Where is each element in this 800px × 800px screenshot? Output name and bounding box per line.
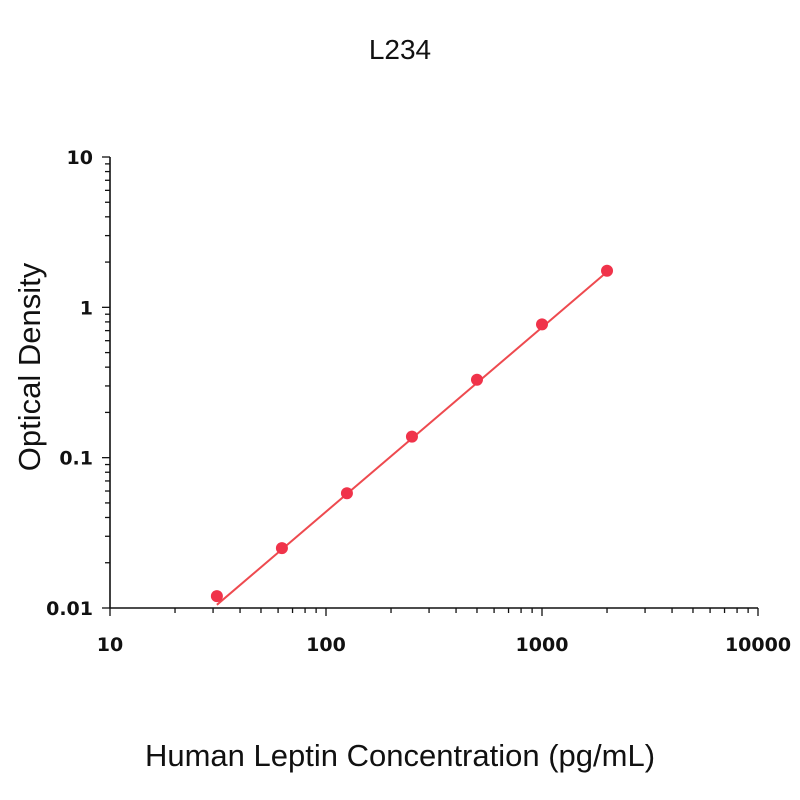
y-tick-label: 0.01	[46, 598, 93, 620]
x-tick-label: 10	[97, 634, 123, 656]
y-axis-ticks	[102, 156, 110, 609]
y-tick-label: 1	[80, 297, 93, 319]
data-points	[210, 264, 614, 603]
y-tick-label: 0.1	[59, 448, 93, 470]
x-tick-label: 100	[306, 634, 346, 656]
x-axis-ticks	[109, 608, 759, 616]
data-point	[470, 373, 483, 386]
data-point	[275, 542, 288, 555]
data-point	[210, 590, 223, 603]
chart-title: L234	[368, 34, 432, 65]
y-axis-title: Optical Density	[12, 262, 47, 471]
data-point	[340, 487, 353, 500]
y-tick-label: 10	[67, 147, 93, 169]
data-point	[536, 318, 548, 331]
x-axis-title: Human Leptin Concentration (pg/mL)	[145, 738, 655, 773]
x-tick-label: 1000	[516, 634, 569, 656]
axes	[109, 157, 758, 609]
data-point	[405, 430, 418, 443]
x-axis-tick-labels: 10 100 1000 10000	[97, 634, 791, 656]
x-tick-label: 10000	[725, 634, 791, 656]
data-point	[601, 264, 614, 277]
y-axis-tick-labels: 0.01 0.1 1 10	[46, 147, 93, 620]
